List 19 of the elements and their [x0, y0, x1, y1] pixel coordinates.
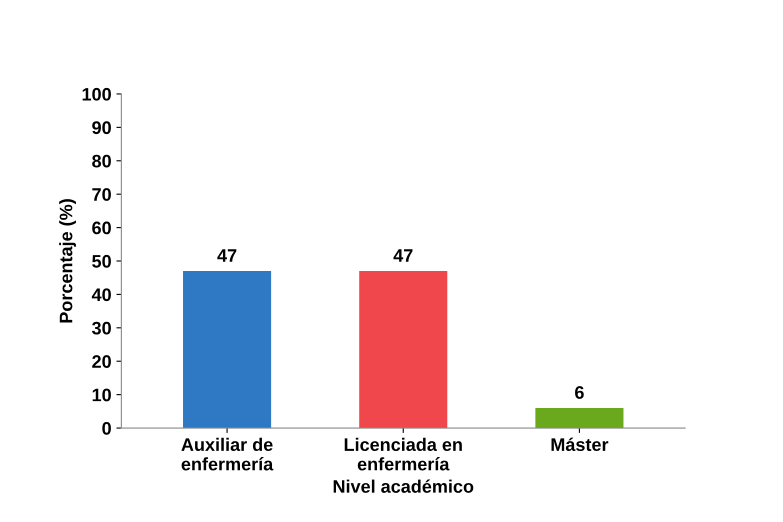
y-tick-label: 60 — [92, 222, 111, 234]
x-tick-label: Auxiliar de enfermería — [181, 438, 274, 470]
y-tick-label: 0 — [102, 422, 111, 435]
y-axis-title: Porcentaje (%) — [59, 199, 76, 322]
data-label: 6 — [575, 386, 584, 399]
y-tick-label: 10 — [92, 388, 111, 402]
y-tick-label: 30 — [92, 322, 111, 335]
y-tick-label: 70 — [92, 188, 111, 201]
data-label: 47 — [393, 249, 412, 262]
y-tick-label: 40 — [92, 288, 111, 302]
y-tick-label: 100 — [82, 88, 111, 101]
y-tick-label: 80 — [92, 154, 111, 168]
y-tick-label: 90 — [92, 121, 111, 134]
x-tick-label: Máster — [552, 438, 608, 452]
y-tick-label: 50 — [92, 254, 111, 268]
x-axis-title: Nivel académico — [334, 479, 474, 493]
y-tick-label: 20 — [92, 355, 111, 368]
x-tick-label: Licenciada en enfermería — [344, 438, 462, 470]
data-label: 47 — [217, 249, 236, 262]
